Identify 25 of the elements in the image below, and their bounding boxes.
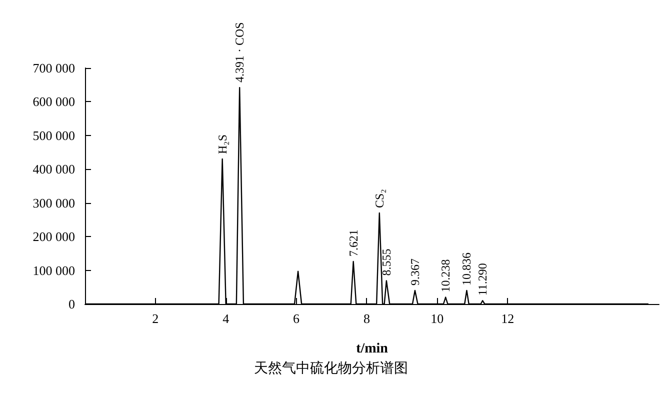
annotation: 10.238 [438, 259, 453, 292]
annotation: 8.555 [379, 248, 394, 276]
y-tick-label: 500 000 [32, 128, 75, 143]
annotation: CS₂ [372, 189, 386, 208]
annotation: H₂S [215, 134, 230, 154]
annotation: 10.836 [460, 252, 474, 286]
text: 天然气中硫化物分析谱图 [254, 360, 408, 376]
x-tick-label: 8 [363, 311, 370, 326]
y-tick-label: 200 000 [32, 229, 75, 244]
y-tick-label: 100 000 [32, 262, 75, 278]
x-tick-label: 12 [501, 311, 514, 326]
x-axis-title: t/min [356, 342, 388, 356]
y-tick-label: 600 000 [32, 94, 75, 110]
annotation: 9.367 [408, 258, 422, 286]
x-tick-label: 10 [430, 311, 444, 326]
y-tick-label: 400 000 [32, 162, 75, 177]
x-tick-label: 2 [152, 311, 159, 326]
x-tick-label: 4 [222, 311, 230, 326]
y-tick-label: 0 [68, 296, 75, 312]
y-tick-label: 300 000 [32, 195, 75, 210]
annotation: 7.621 [346, 230, 360, 257]
annotation: 4.391 · COS [232, 22, 247, 83]
x-tick-label: 6 [293, 311, 300, 326]
annotation: 11.290 [476, 263, 490, 296]
y-tick-label: 700 000 [32, 60, 75, 76]
